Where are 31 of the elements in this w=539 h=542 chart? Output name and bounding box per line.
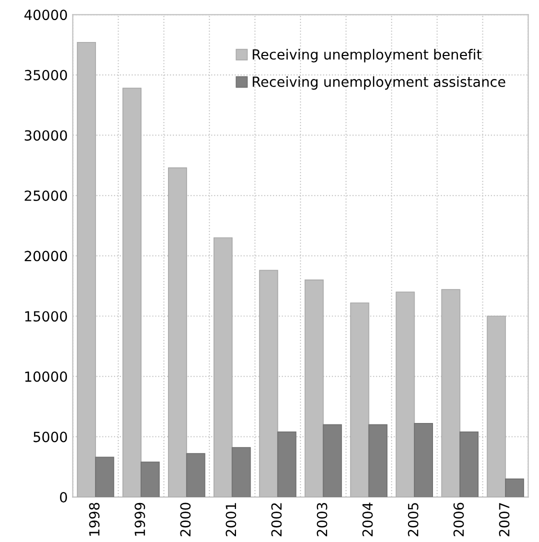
y-tick-label: 0 bbox=[60, 492, 67, 502]
x-tick-label: 2006 bbox=[453, 502, 464, 536]
bar bbox=[232, 447, 251, 498]
bar bbox=[95, 456, 114, 498]
x-tick-label: 2004 bbox=[362, 502, 373, 536]
bar bbox=[459, 431, 479, 498]
bar bbox=[322, 424, 342, 498]
bar bbox=[277, 431, 296, 498]
y-tick-label: 25000 bbox=[24, 190, 67, 201]
bar bbox=[505, 478, 524, 498]
y-tick-label: 10000 bbox=[25, 371, 67, 382]
x-tick-label: 2005 bbox=[408, 503, 418, 536]
y-tick-label: 40000 bbox=[24, 10, 67, 20]
legend-label: Receiving unemployment assistance bbox=[252, 76, 506, 90]
bar bbox=[368, 424, 388, 498]
x-tick-label: 2002 bbox=[271, 503, 282, 536]
y-tick-label: 5000 bbox=[34, 432, 67, 442]
y-tick-label: 35000 bbox=[24, 70, 67, 80]
x-tick-label: 1998 bbox=[89, 502, 100, 536]
y-tick-label: 20000 bbox=[24, 250, 67, 262]
x-tick-label: 2003 bbox=[316, 502, 328, 536]
y-tick-label: 15000 bbox=[25, 311, 67, 322]
y-tick-label: 30000 bbox=[24, 130, 67, 141]
bar bbox=[414, 423, 433, 498]
x-tick-label: 2007 bbox=[498, 503, 510, 536]
x-tick-label: 1999 bbox=[134, 502, 146, 536]
bar bbox=[140, 462, 160, 498]
legend-label: Receiving unemployment benefit bbox=[252, 48, 482, 62]
bar bbox=[186, 453, 206, 498]
x-tick-label: 2001 bbox=[226, 503, 236, 536]
x-tick-label: 2000 bbox=[180, 502, 191, 536]
